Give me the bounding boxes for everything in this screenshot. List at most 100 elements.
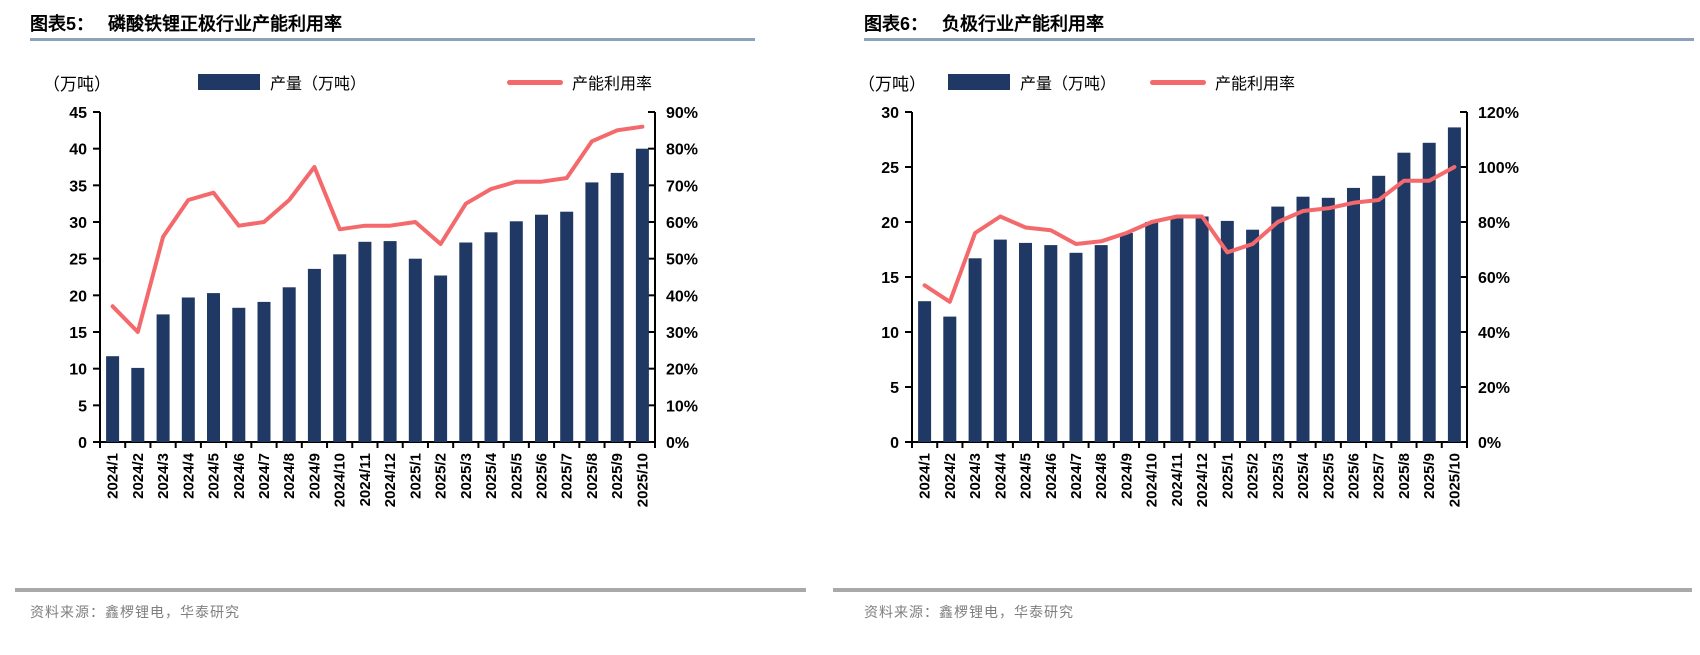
- svg-text:2024/5: 2024/5: [1018, 453, 1035, 499]
- svg-text:2025/2: 2025/2: [433, 453, 450, 499]
- svg-text:40: 40: [69, 142, 87, 159]
- svg-text:2025/9: 2025/9: [609, 453, 626, 499]
- svg-text:2025/5: 2025/5: [508, 453, 525, 499]
- source-divider: [15, 588, 806, 592]
- svg-text:2025/2: 2025/2: [1245, 453, 1262, 499]
- svg-text:2024/1: 2024/1: [105, 453, 122, 499]
- chart-figure-6: 0 5 10 15 20 25 30 0% 20% 40% 60% 80% 100% 120% 2024/1…: [881, 105, 1519, 507]
- svg-text:100%: 100%: [1478, 160, 1519, 177]
- legend-utilization: 产能利用率: [1150, 70, 1295, 94]
- svg-text:2024/7: 2024/7: [256, 453, 273, 499]
- left-axis-unit-label: （万吨）: [858, 75, 926, 94]
- svg-text:20%: 20%: [1478, 380, 1510, 397]
- svg-text:0%: 0%: [666, 435, 689, 452]
- svg-text:60%: 60%: [666, 215, 698, 232]
- svg-text:40%: 40%: [666, 288, 698, 305]
- svg-text:10: 10: [881, 325, 899, 342]
- svg-text:5: 5: [78, 398, 87, 415]
- svg-text:2024/8: 2024/8: [1093, 453, 1110, 499]
- svg-text:20: 20: [881, 215, 899, 232]
- svg-text:2025/4: 2025/4: [483, 452, 500, 499]
- svg-text:2025/5: 2025/5: [1320, 453, 1337, 499]
- svg-text:2024/1: 2024/1: [917, 453, 934, 499]
- legend-production-label: 产量（万吨）: [270, 76, 367, 93]
- svg-text:10: 10: [69, 362, 87, 379]
- svg-text:20: 20: [69, 288, 87, 305]
- svg-text:2025/3: 2025/3: [458, 453, 475, 499]
- svg-text:2024/6: 2024/6: [1043, 453, 1060, 499]
- svg-text:2025/1: 2025/1: [1219, 453, 1236, 499]
- svg-text:80%: 80%: [666, 142, 698, 159]
- svg-text:90%: 90%: [666, 105, 698, 122]
- svg-text:80%: 80%: [1478, 215, 1510, 232]
- legend-production: 产量（万吨）: [948, 70, 1116, 94]
- title-divider: [864, 38, 1694, 41]
- bar-swatch-icon: [948, 74, 1010, 90]
- svg-text:2024/11: 2024/11: [357, 453, 374, 506]
- svg-text:45: 45: [69, 105, 87, 122]
- svg-text:15: 15: [881, 270, 899, 287]
- svg-text:0: 0: [78, 435, 87, 452]
- svg-text:40%: 40%: [1478, 325, 1510, 342]
- figure-5-header: 图表5： 磷酸铁锂正极行业产能利用率: [30, 6, 755, 36]
- figure-number: 图表5：: [30, 14, 95, 34]
- svg-text:2025/4: 2025/4: [1295, 452, 1312, 499]
- svg-text:2024/9: 2024/9: [306, 453, 323, 499]
- svg-text:30: 30: [881, 105, 899, 122]
- svg-text:2025/6: 2025/6: [1345, 453, 1362, 499]
- panel-figure-6: 图表6： 负极行业产能利用率 （万吨） 产量（万吨） 产能利用率 0 5 10 15 2…: [833, 0, 1700, 655]
- svg-text:30%: 30%: [666, 325, 698, 342]
- svg-text:25: 25: [69, 252, 87, 269]
- svg-text:35: 35: [69, 178, 87, 195]
- svg-text:60%: 60%: [1478, 270, 1510, 287]
- svg-text:2024/4: 2024/4: [180, 452, 197, 499]
- legend-production: 产量（万吨）: [198, 70, 366, 94]
- legend-utilization-label: 产能利用率: [572, 76, 653, 93]
- svg-text:2025/8: 2025/8: [1396, 453, 1413, 499]
- bar-swatch-icon: [198, 74, 260, 90]
- svg-text:2024/2: 2024/2: [942, 453, 959, 499]
- legend-utilization: 产能利用率: [507, 70, 652, 94]
- panel-figure-5: 图表5： 磷酸铁锂正极行业产能利用率 （万吨） 产量（万吨） 产能利用率 0 5 1…: [15, 6, 806, 620]
- svg-text:2024/3: 2024/3: [967, 453, 984, 499]
- svg-text:2024/7: 2024/7: [1068, 453, 1085, 499]
- svg-text:2025/7: 2025/7: [559, 453, 576, 499]
- figure-title: 负极行业产能利用率: [942, 14, 1105, 34]
- svg-text:2024/3: 2024/3: [155, 453, 172, 499]
- figure-number: 图表6：: [864, 14, 929, 34]
- svg-text:70%: 70%: [666, 178, 698, 195]
- figure-title: 磷酸铁锂正极行业产能利用率: [108, 14, 343, 34]
- svg-text:5: 5: [890, 380, 899, 397]
- source-divider: [833, 588, 1692, 592]
- svg-text:20%: 20%: [666, 362, 698, 379]
- source-note: 资料来源：鑫椤锂电，华泰研究: [30, 604, 240, 620]
- left-axis-unit-label: （万吨）: [43, 75, 111, 94]
- line-swatch-icon: [1150, 79, 1206, 85]
- svg-text:2025/6: 2025/6: [533, 453, 550, 499]
- svg-text:2025/10: 2025/10: [1446, 453, 1463, 507]
- svg-text:2024/9: 2024/9: [1118, 453, 1135, 499]
- legend-utilization-label: 产能利用率: [1215, 76, 1296, 93]
- svg-text:2025/7: 2025/7: [1371, 453, 1388, 499]
- line-swatch-icon: [507, 79, 563, 85]
- svg-text:2024/4: 2024/4: [992, 452, 1009, 499]
- svg-text:120%: 120%: [1478, 105, 1519, 122]
- source-note: 资料来源：鑫椤锂电，华泰研究: [864, 604, 1074, 620]
- title-divider: [30, 38, 755, 41]
- svg-text:2025/9: 2025/9: [1421, 453, 1438, 499]
- svg-text:2024/8: 2024/8: [281, 453, 298, 499]
- svg-text:2024/12: 2024/12: [382, 453, 399, 507]
- svg-text:10%: 10%: [666, 398, 698, 415]
- svg-text:2025/8: 2025/8: [584, 453, 601, 499]
- chart-figure-5: 0 5 10 15 20 25 30 35 40 45 0% 10% 20% 30% 40% 50% 60% 70…: [69, 105, 698, 507]
- svg-text:2024/5: 2024/5: [206, 453, 223, 499]
- figure-6-header: 图表6： 负极行业产能利用率: [864, 6, 1694, 36]
- svg-text:2024/6: 2024/6: [231, 453, 248, 499]
- svg-text:15: 15: [69, 325, 87, 342]
- svg-text:0: 0: [890, 435, 899, 452]
- svg-text:2024/10: 2024/10: [1144, 453, 1161, 507]
- svg-text:2025/3: 2025/3: [1270, 453, 1287, 499]
- svg-text:2024/11: 2024/11: [1169, 453, 1186, 506]
- svg-text:50%: 50%: [666, 252, 698, 269]
